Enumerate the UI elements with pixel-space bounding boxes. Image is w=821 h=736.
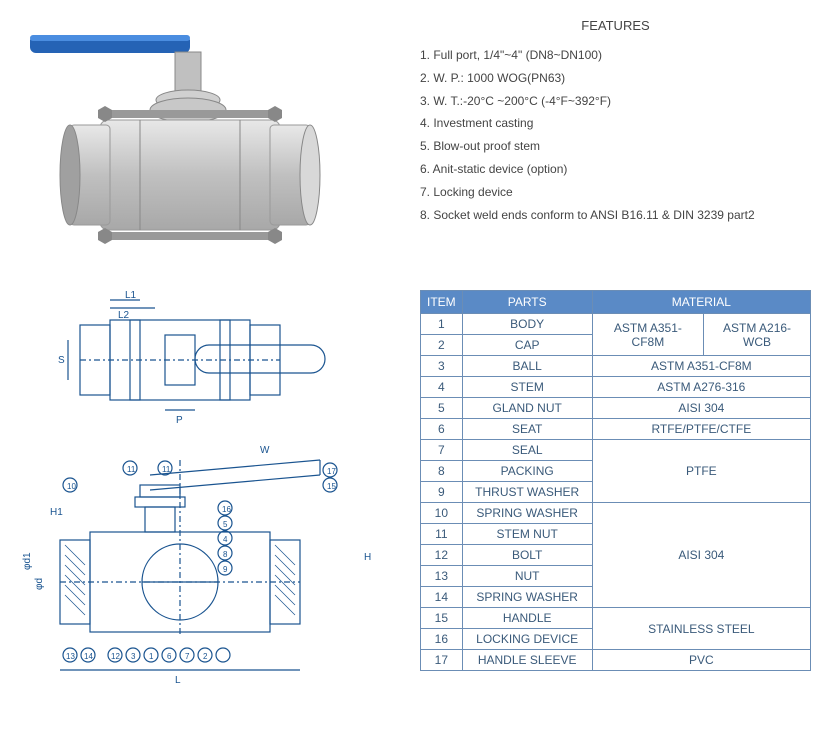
features-panel: FEATURES 1. Full port, 1/4"~4" (DN8~DN10…	[420, 10, 811, 270]
table-row: 6 SEAT RTFE/PTFE/CTFE	[421, 419, 811, 440]
svg-text:S: S	[58, 355, 65, 366]
table-header-row: ITEM PARTS MATERIAL	[421, 291, 811, 314]
feature-item: 1. Full port, 1/4"~4" (DN8~DN100)	[420, 47, 811, 64]
col-parts: PARTS	[462, 291, 592, 314]
svg-text:16: 16	[222, 505, 231, 514]
svg-text:2: 2	[203, 652, 208, 661]
svg-text:7: 7	[185, 652, 190, 661]
svg-text:φd1: φd1	[22, 552, 33, 570]
table-row: 17 HANDLE SLEEVE PVC	[421, 650, 811, 671]
svg-text:4: 4	[223, 535, 228, 544]
feature-item: 2. W. P.: 1000 WOG(PN63)	[420, 70, 811, 87]
table-row: 7 SEAL PTFE	[421, 440, 811, 461]
svg-text:φd: φd	[34, 578, 45, 590]
svg-text:3: 3	[131, 652, 136, 661]
feature-item: 7. Locking device	[420, 184, 811, 201]
feature-item: 4. Investment casting	[420, 115, 811, 132]
svg-text:W: W	[260, 445, 270, 456]
svg-text:13: 13	[66, 652, 75, 661]
parts-table: ITEM PARTS MATERIAL 1 BODY ASTM A351-CF8…	[420, 290, 811, 671]
table-row: 1 BODY ASTM A351-CF8M ASTM A216-WCB	[421, 314, 811, 335]
product-photo	[10, 10, 390, 270]
svg-text:H: H	[364, 552, 371, 563]
feature-item: 8. Socket weld ends conform to ANSI B16.…	[420, 207, 811, 224]
svg-text:14: 14	[84, 652, 93, 661]
svg-text:9: 9	[223, 565, 228, 574]
svg-text:1: 1	[149, 652, 154, 661]
table-row: 3 BALL ASTM A351-CF8M	[421, 356, 811, 377]
svg-text:10: 10	[67, 482, 76, 491]
table-row: 5 GLAND NUT AISI 304	[421, 398, 811, 419]
technical-diagram: L1 L2 S P W H H1 L φd1 φd 10 11 11 17 15…	[10, 290, 400, 690]
svg-text:5: 5	[223, 520, 228, 529]
svg-text:L1: L1	[125, 290, 137, 301]
svg-text:L2: L2	[118, 310, 130, 321]
feature-item: 3. W. T.:-20°C ~200°C (-4°F~392°F)	[420, 93, 811, 110]
table-row: 10 SPRING WASHER AISI 304	[421, 503, 811, 524]
feature-item: 5. Blow-out proof stem	[420, 138, 811, 155]
svg-text:6: 6	[167, 652, 172, 661]
table-row: 15 HANDLE STAINLESS STEEL	[421, 608, 811, 629]
features-title: FEATURES	[420, 18, 811, 33]
feature-item: 6. Anit-static device (option)	[420, 161, 811, 178]
svg-text:17: 17	[327, 467, 336, 476]
features-list: 1. Full port, 1/4"~4" (DN8~DN100) 2. W. …	[420, 47, 811, 223]
svg-text:H1: H1	[50, 507, 63, 518]
svg-text:12: 12	[111, 652, 120, 661]
col-material: MATERIAL	[592, 291, 810, 314]
table-row: 4 STEM ASTM A276-316	[421, 377, 811, 398]
svg-text:P: P	[176, 415, 183, 426]
svg-text:15: 15	[327, 482, 336, 491]
svg-text:11: 11	[127, 465, 136, 474]
svg-text:8: 8	[223, 550, 228, 559]
svg-text:11: 11	[162, 465, 171, 474]
svg-text:L: L	[175, 675, 181, 686]
col-item: ITEM	[421, 291, 463, 314]
